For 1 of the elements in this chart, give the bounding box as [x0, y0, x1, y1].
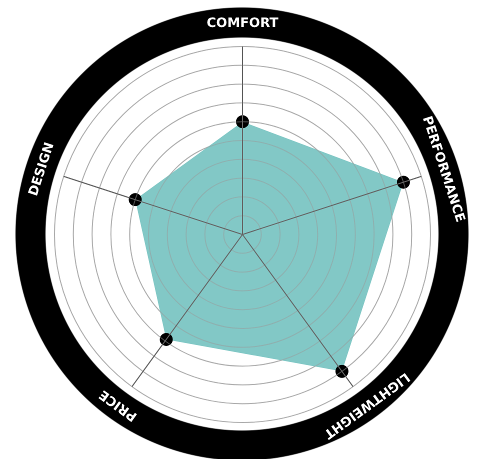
spoke-label: COMFORT: [206, 16, 279, 31]
